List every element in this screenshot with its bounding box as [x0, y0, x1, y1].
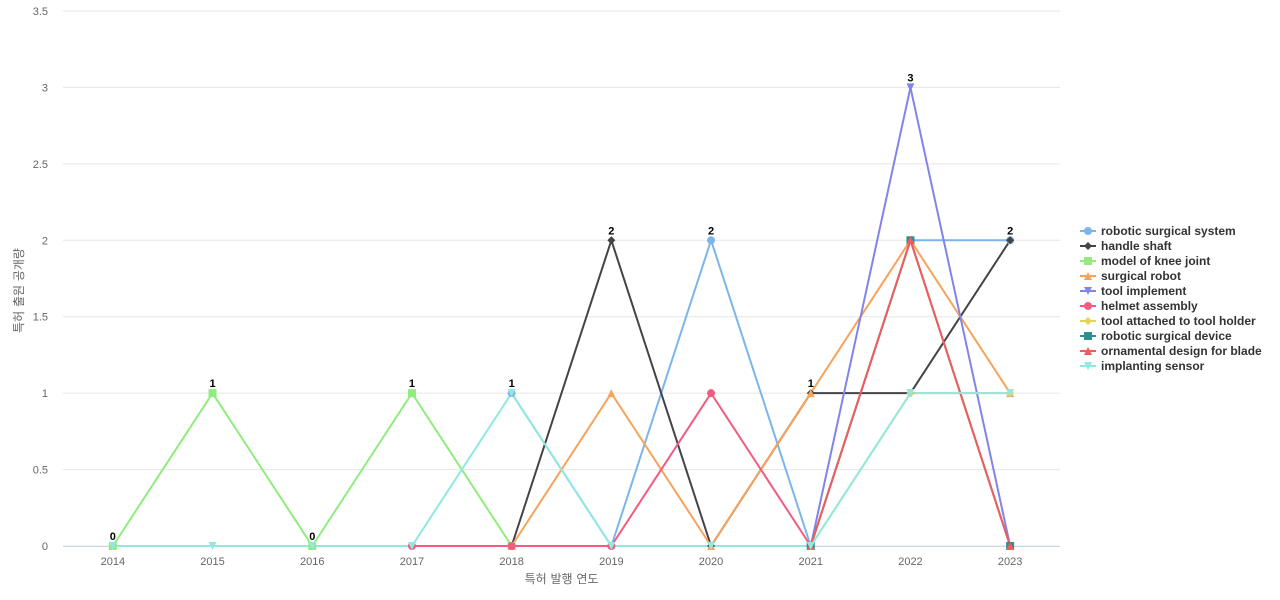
- data-label: 2: [608, 225, 614, 237]
- series-line-9: [112, 392, 1011, 547]
- x-tick-label: 2015: [200, 556, 224, 568]
- legend-symbol: [1084, 287, 1092, 295]
- legend-symbol: [1084, 257, 1092, 265]
- x-tick-label: 2023: [998, 556, 1022, 568]
- data-point-0: [707, 236, 716, 245]
- y-axis-title: 특허 출원 공개량: [12, 248, 26, 333]
- legend-symbol: [1084, 302, 1092, 310]
- data-point-9: [1006, 389, 1015, 398]
- legend-symbol: [1084, 362, 1092, 370]
- legend-label: tool attached to tool holder: [1101, 314, 1256, 328]
- axes: 0 0.5 1 1.5 2 2.5 3 3.5 2014 2015 2016 2017 2018 2019…: [33, 6, 1060, 568]
- legend-label: helmet assembly: [1101, 299, 1198, 313]
- legend-item[interactable]: implanting sensor: [1080, 359, 1205, 373]
- data-point-9: [308, 542, 317, 550]
- y-tick-label: 1: [42, 388, 48, 400]
- legend-symbol: [1084, 332, 1092, 340]
- data-label: 0: [110, 531, 116, 543]
- legend-item[interactable]: ornamental design for blade: [1080, 344, 1262, 358]
- legend-symbol: [1084, 227, 1092, 235]
- data-label: 0: [309, 531, 315, 543]
- data-point-2: [407, 389, 416, 398]
- data-point-1: [1006, 236, 1015, 245]
- data-point-5: [507, 542, 516, 550]
- legend-label: robotic surgical device: [1101, 329, 1232, 343]
- x-tick-label: 2020: [699, 556, 723, 568]
- legend-symbol: [1084, 347, 1092, 355]
- x-tick-label: 2017: [400, 556, 424, 568]
- legend-item[interactable]: tool attached to tool holder: [1080, 314, 1256, 328]
- legend-item[interactable]: surgical robot: [1080, 269, 1181, 283]
- x-tick-label: 2016: [300, 556, 324, 568]
- data-point-2: [208, 389, 217, 398]
- data-point-1: [607, 236, 616, 245]
- y-tick-label: 0.5: [33, 465, 48, 477]
- data-label: 2: [708, 225, 714, 237]
- y-tick-label: 0: [42, 541, 48, 553]
- data-label: 1: [409, 378, 415, 390]
- legend-label: robotic surgical system: [1101, 224, 1236, 238]
- data-labels: 01011221320001122211110: [110, 72, 1013, 543]
- data-label: 2: [1007, 225, 1013, 237]
- data-point-9: [507, 389, 516, 398]
- data-point-9: [208, 542, 217, 550]
- data-point-3: [607, 389, 616, 398]
- data-label: 1: [808, 378, 814, 390]
- series-markers: [108, 83, 1015, 550]
- x-tick-label: 2021: [799, 556, 823, 568]
- y-tick-label: 2.5: [33, 159, 48, 171]
- y-tick-label: 3: [42, 82, 48, 94]
- data-point-3: [806, 389, 815, 398]
- y-tick-label: 3.5: [33, 6, 48, 18]
- legend-item[interactable]: robotic surgical system: [1080, 224, 1236, 238]
- legend-label: implanting sensor: [1101, 359, 1205, 373]
- data-label: 1: [209, 378, 215, 390]
- legend-item[interactable]: helmet assembly: [1080, 299, 1198, 313]
- legend-symbol: [1084, 317, 1092, 325]
- legend-item[interactable]: handle shaft: [1080, 239, 1172, 253]
- legend-item[interactable]: model of knee joint: [1080, 254, 1210, 268]
- legend-label: surgical robot: [1101, 269, 1181, 283]
- legend-item[interactable]: tool implement: [1080, 284, 1186, 298]
- legend-symbol: [1084, 242, 1092, 250]
- data-label: 1: [509, 378, 515, 390]
- y-tick-label: 1.5: [33, 312, 48, 324]
- data-point-8: [1006, 542, 1015, 550]
- data-point-9: [407, 542, 416, 550]
- legend-label: handle shaft: [1101, 239, 1172, 253]
- data-point-9: [108, 542, 117, 550]
- x-axis-title: 특허 발행 연도: [525, 571, 599, 586]
- data-point-9: [707, 542, 716, 550]
- data-point-9: [607, 542, 616, 550]
- data-label: 3: [907, 72, 913, 84]
- legend-symbol: [1084, 272, 1092, 280]
- data-point-9: [806, 542, 815, 550]
- legend-item[interactable]: robotic surgical device: [1080, 329, 1232, 343]
- data-point-8: [906, 236, 915, 245]
- legend-label: ornamental design for blade: [1101, 344, 1262, 358]
- y-tick-label: 2: [42, 235, 48, 247]
- data-point-9: [906, 389, 915, 398]
- x-tick-label: 2019: [599, 556, 623, 568]
- legend-label: model of knee joint: [1101, 254, 1210, 268]
- data-point-4: [906, 83, 915, 92]
- x-tick-label: 2018: [499, 556, 523, 568]
- legend-label: tool implement: [1101, 284, 1186, 298]
- x-tick-label: 2022: [898, 556, 922, 568]
- data-point-5: [707, 389, 716, 398]
- x-tick-label: 2014: [101, 556, 125, 568]
